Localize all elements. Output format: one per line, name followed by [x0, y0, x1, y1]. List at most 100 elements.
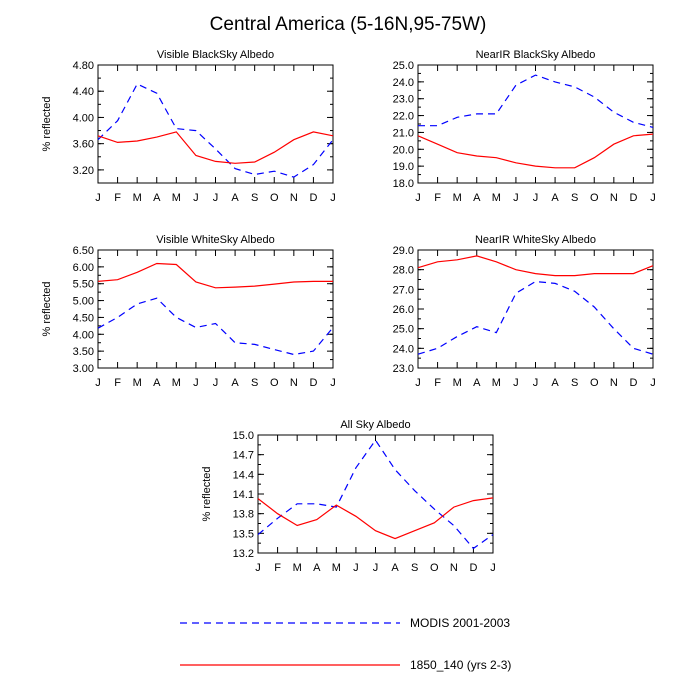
- x-tick-label: M: [453, 192, 462, 204]
- x-tick-label: S: [411, 562, 418, 574]
- y-tick-label: 20.0: [393, 144, 414, 156]
- x-tick-label: J: [650, 377, 656, 389]
- y-tick-label: 15.0: [233, 430, 254, 442]
- x-tick-label: O: [590, 377, 599, 389]
- x-tick-label: M: [492, 377, 501, 389]
- x-tick-label: A: [551, 377, 559, 389]
- panel-title: NearIR BlackSky Albedo: [476, 49, 596, 61]
- x-tick-label: N: [610, 377, 618, 389]
- x-tick-label: S: [251, 377, 258, 389]
- x-tick-label: A: [231, 377, 239, 389]
- series-line-modis: [257, 439, 494, 550]
- x-tick-label: J: [95, 192, 101, 204]
- y-tick-label: 13.5: [233, 528, 254, 540]
- x-tick-label: O: [590, 192, 599, 204]
- plot-frame: [417, 64, 654, 184]
- y-tick-label: 14.1: [233, 489, 254, 501]
- y-tick-label: 23.0: [393, 363, 414, 375]
- series-line-model: [97, 262, 333, 289]
- series-line-modis: [97, 83, 334, 178]
- x-tick-label: J: [373, 562, 379, 574]
- x-tick-label: J: [330, 377, 336, 389]
- x-tick-label: M: [293, 562, 302, 574]
- y-tick-label: 4.00: [73, 329, 94, 341]
- x-tick-label: M: [133, 377, 142, 389]
- x-tick-label: J: [533, 192, 539, 204]
- x-tick-label: J: [213, 192, 219, 204]
- x-tick-label: J: [353, 562, 359, 574]
- x-tick-label: J: [533, 377, 539, 389]
- y-tick-label: 6.50: [73, 245, 94, 257]
- x-tick-label: F: [434, 377, 441, 389]
- plot-frame: [257, 434, 494, 554]
- y-tick-label: 29.0: [393, 245, 414, 257]
- y-tick-label: 3.20: [73, 165, 94, 177]
- x-tick-label: J: [330, 192, 336, 204]
- series-line-model: [257, 497, 494, 540]
- y-tick-label: 3.00: [73, 363, 94, 375]
- y-tick-label: 23.0: [393, 94, 414, 106]
- series-line-model: [417, 255, 654, 277]
- y-tick-label: 14.4: [233, 469, 254, 481]
- y-axis-label: % reflected: [41, 281, 53, 336]
- y-tick-label: 22.0: [393, 111, 414, 123]
- series-line-modis: [97, 297, 334, 356]
- x-tick-label: M: [172, 192, 181, 204]
- x-tick-label: O: [430, 562, 439, 574]
- y-tick-label: 4.40: [73, 86, 94, 98]
- y-tick-label: 14.7: [233, 450, 254, 462]
- x-tick-label: M: [492, 192, 501, 204]
- series-line-modis: [418, 74, 654, 128]
- x-tick-label: J: [95, 377, 101, 389]
- x-tick-label: N: [610, 192, 618, 204]
- x-tick-label: M: [332, 562, 341, 574]
- y-tick-label: 4.80: [73, 60, 94, 72]
- x-tick-label: O: [270, 377, 279, 389]
- series-line-model: [417, 133, 654, 169]
- legend-label-model: 1850_140 (yrs 2-3): [410, 658, 511, 672]
- x-tick-label: M: [133, 192, 142, 204]
- x-tick-label: A: [313, 562, 321, 574]
- y-tick-label: 19.0: [393, 161, 414, 173]
- panel-title: Visible WhiteSky Albedo: [156, 234, 274, 246]
- x-tick-label: D: [629, 377, 637, 389]
- x-tick-label: N: [290, 192, 298, 204]
- y-tick-label: 3.60: [73, 139, 94, 151]
- x-tick-label: J: [490, 562, 496, 574]
- x-tick-label: F: [114, 192, 121, 204]
- y-tick-label: 4.50: [73, 312, 94, 324]
- y-tick-label: 6.00: [73, 262, 94, 274]
- plot-frame: [97, 249, 334, 369]
- y-tick-label: 24.0: [393, 77, 414, 89]
- x-tick-label: D: [469, 562, 477, 574]
- x-tick-label: F: [274, 562, 281, 574]
- x-tick-label: J: [513, 377, 519, 389]
- x-tick-label: S: [571, 377, 578, 389]
- x-tick-label: A: [153, 192, 161, 204]
- y-axis-label: % reflected: [41, 96, 53, 151]
- y-tick-label: 25.0: [393, 60, 414, 72]
- x-tick-label: A: [391, 562, 399, 574]
- x-tick-label: D: [309, 192, 317, 204]
- x-tick-label: O: [270, 192, 279, 204]
- plot-frame: [417, 249, 654, 369]
- x-tick-label: M: [172, 377, 181, 389]
- y-tick-label: 3.50: [73, 346, 94, 358]
- panel-title: All Sky Albedo: [340, 419, 410, 431]
- panel-title: NearIR WhiteSky Albedo: [475, 234, 596, 246]
- y-axis-label: % reflected: [201, 466, 213, 521]
- legend-label-modis: MODIS 2001-2003: [410, 616, 510, 630]
- x-tick-label: J: [255, 562, 261, 574]
- legend: MODIS 2001-2003 1850_140 (yrs 2-3): [180, 616, 511, 672]
- x-tick-label: S: [571, 192, 578, 204]
- y-tick-label: 5.00: [73, 296, 94, 308]
- x-tick-label: A: [231, 192, 239, 204]
- x-tick-label: J: [193, 377, 199, 389]
- y-tick-label: 28.0: [393, 265, 414, 277]
